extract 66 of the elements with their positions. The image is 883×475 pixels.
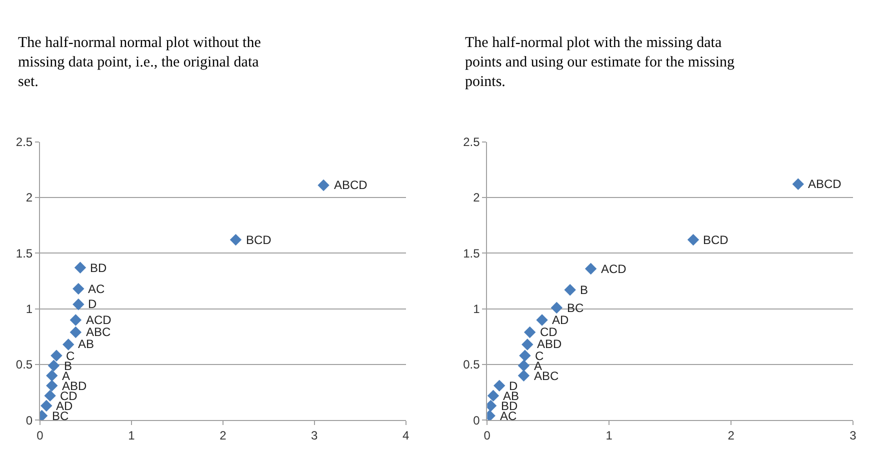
point (230, 234, 242, 246)
point (72, 298, 84, 310)
annotation: D (88, 297, 97, 311)
point (62, 338, 74, 350)
point (536, 314, 548, 326)
annotation: BCD (703, 233, 729, 247)
x-tick-label: 0 (484, 428, 491, 443)
point (487, 390, 500, 402)
point (70, 326, 82, 338)
point (518, 370, 530, 382)
y-tick-label: 1.5 (16, 246, 33, 260)
annotation: AC (88, 282, 106, 296)
point (40, 400, 52, 412)
annotation: CD (540, 325, 558, 339)
annotation: ABCD (808, 177, 842, 191)
annotation: ABC (86, 325, 112, 339)
annotation: B (580, 283, 588, 297)
annotation: BD (90, 261, 108, 275)
x-tick-label: 0 (36, 428, 44, 443)
point (74, 262, 86, 274)
annotation: BCD (246, 233, 272, 247)
point (550, 302, 563, 314)
point (72, 282, 84, 295)
y-tick-label: 2 (473, 190, 480, 205)
point (44, 390, 56, 402)
y-tick-label: 2.5 (16, 135, 33, 149)
y-tick-label: 0.5 (16, 358, 33, 372)
annotation: ACD (601, 262, 627, 276)
y-tick-label: 0 (473, 413, 480, 428)
point (522, 338, 534, 350)
point (70, 314, 82, 326)
point (48, 360, 60, 372)
y-tick-label: 1 (26, 302, 33, 316)
x-tick-label: 3 (850, 428, 857, 443)
chart-title: The half-normal plot with the missing data points and using our estimate for the missing points. (465, 35, 736, 90)
annotation: BC (567, 301, 584, 315)
annotation: ABD (537, 337, 562, 351)
x-tick-label: 1 (128, 428, 136, 443)
point (494, 380, 506, 392)
point (564, 284, 576, 296)
point (46, 370, 58, 382)
chart-title: The half-normal normal plot without the missing data point, i.e., the original data set. (18, 35, 262, 90)
point (519, 350, 531, 362)
annotation: AB (78, 337, 94, 351)
x-tick-label: 3 (311, 428, 318, 443)
y-tick-label: 0 (26, 413, 33, 428)
y-tick-label: 1 (473, 302, 480, 316)
point (792, 178, 804, 190)
point (518, 360, 530, 372)
y-tick-label: 2.5 (463, 135, 480, 149)
x-tick-label: 4 (402, 428, 410, 443)
x-tick-label: 1 (606, 428, 613, 443)
y-tick-label: 2 (26, 190, 33, 205)
point (584, 262, 597, 275)
x-tick-label: 2 (728, 428, 735, 443)
point (687, 234, 700, 246)
annotation: AD (552, 313, 570, 327)
point (46, 380, 58, 392)
point (50, 350, 62, 362)
annotation: ABCD (334, 178, 368, 192)
y-tick-label: 0.5 (463, 358, 480, 372)
point (318, 179, 330, 192)
y-tick-label: 1.5 (463, 246, 480, 260)
x-tick-label: 2 (220, 428, 227, 443)
point (524, 326, 536, 338)
annotation: ACD (86, 313, 112, 327)
